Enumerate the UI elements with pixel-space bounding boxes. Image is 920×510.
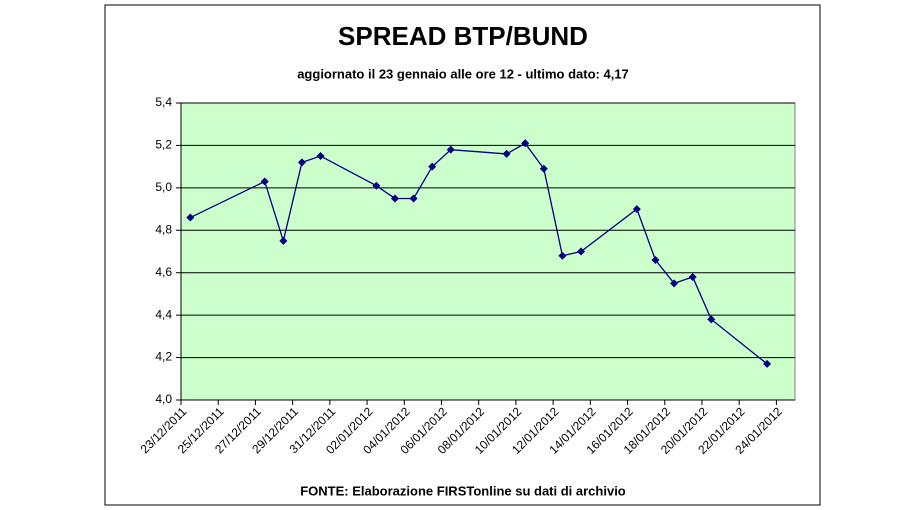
y-tick-label: 5,4 — [155, 95, 172, 109]
chart-subtitle: aggiornato il 23 gennaio alle ore 12 - u… — [297, 66, 629, 81]
data-point — [707, 315, 716, 324]
data-point — [688, 272, 697, 281]
data-point — [446, 145, 455, 154]
y-tick-label: 4,6 — [155, 265, 172, 279]
data-point — [632, 205, 641, 214]
data-point — [763, 359, 772, 368]
y-tick-label: 5,2 — [155, 138, 172, 152]
plot-area — [180, 102, 796, 401]
data-point — [260, 177, 269, 186]
data-point — [372, 181, 381, 190]
chart-title: SPREAD BTP/BUND — [338, 21, 588, 51]
y-tick-label: 5,0 — [155, 180, 172, 194]
data-point — [390, 194, 399, 203]
data-point — [651, 255, 660, 264]
data-point — [297, 158, 306, 167]
y-tick-label: 4,0 — [155, 392, 172, 406]
y-tick-label: 4,2 — [155, 350, 172, 364]
data-point — [502, 149, 511, 158]
data-point — [409, 194, 418, 203]
data-point — [279, 236, 288, 245]
data-point — [186, 213, 195, 222]
data-point — [670, 279, 679, 288]
data-point — [558, 251, 567, 260]
data-point — [577, 247, 586, 256]
data-point — [521, 139, 530, 148]
y-tick-label: 4,4 — [155, 307, 172, 321]
data-point — [316, 152, 325, 161]
data-point — [428, 162, 437, 171]
source-note: FONTE: Elaborazione FIRSTonline su dati … — [300, 483, 626, 498]
data-point — [539, 164, 548, 173]
y-tick-label: 4,8 — [155, 222, 172, 236]
